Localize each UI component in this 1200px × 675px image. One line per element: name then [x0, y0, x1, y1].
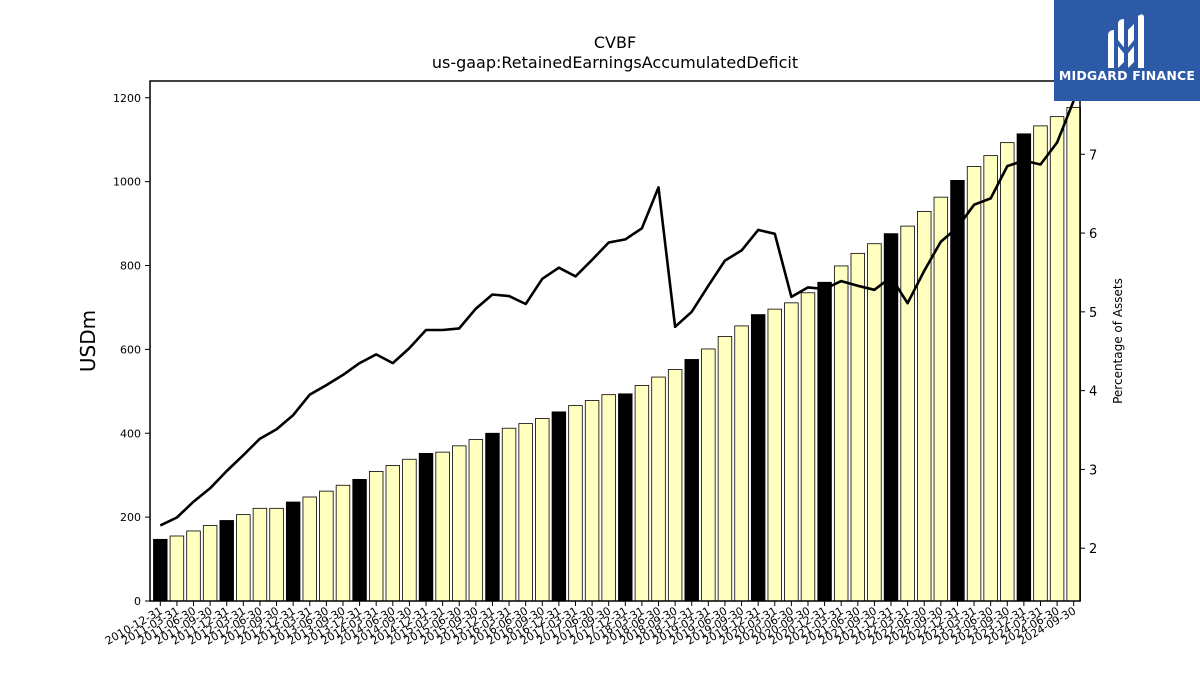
- bar-2016-12-31: [551, 411, 567, 602]
- bar-2018-09-30: [667, 369, 683, 602]
- percentage-of-assets-line: [159, 100, 1075, 527]
- bar-2022-09-30: [933, 196, 949, 602]
- y-tick-label: 0: [134, 595, 141, 608]
- plot-frame: [149, 80, 1081, 602]
- bar-2024-09-30: [1066, 107, 1081, 602]
- bar-2018-03-31: [634, 385, 650, 602]
- bar-2013-09-30: [335, 484, 351, 602]
- midgard-finance-logo: MIDGARD FINANCE: [1054, 0, 1200, 101]
- bar-2021-09-30: [867, 243, 882, 602]
- y-tick-label: 1200: [113, 92, 141, 105]
- bar-2017-03-31: [568, 405, 583, 602]
- line-layer: [159, 100, 1075, 527]
- bar-2024-06-30: [1049, 116, 1065, 602]
- y-tick-label: 200: [120, 511, 141, 524]
- bar-2014-09-30: [402, 458, 417, 602]
- y2-tick-label: 4: [1089, 385, 1097, 400]
- bar-2015-06-30: [452, 445, 467, 602]
- bars-layer: [153, 107, 1081, 602]
- bar-2019-09-30: [734, 325, 749, 602]
- logo-text: MIDGARD FINANCE: [1058, 68, 1196, 83]
- bar-2011-03-31: [169, 535, 185, 602]
- y2-tick-label: 5: [1089, 306, 1097, 321]
- bar-2023-06-30: [983, 155, 998, 602]
- bar-2016-06-30: [518, 423, 533, 602]
- bar-2018-12-31: [684, 359, 699, 602]
- bar-2013-12-31: [352, 478, 367, 602]
- bar-2020-03-31: [767, 308, 782, 602]
- bar-2014-06-30: [385, 465, 401, 602]
- bar-2015-12-31: [485, 432, 500, 602]
- bar-2012-06-30: [252, 507, 268, 602]
- bar-2015-03-31: [435, 451, 450, 602]
- bar-2019-03-31: [701, 348, 716, 602]
- y2-tick-label: 2: [1089, 542, 1097, 557]
- bar-2011-12-31: [219, 520, 234, 602]
- y-tick-label: 400: [120, 427, 141, 440]
- bar-2022-03-31: [900, 225, 915, 602]
- y2-axis-label: Percentage of Assets: [1111, 278, 1125, 404]
- bar-2014-03-31: [368, 471, 384, 602]
- bar-2023-03-31: [966, 166, 982, 602]
- y2-tick-label: 6: [1089, 227, 1097, 242]
- bar-2022-12-31: [950, 179, 965, 602]
- y-tick-label: 1000: [113, 176, 141, 189]
- chart-title: CVBF: [594, 33, 636, 52]
- axes-layer: 0200400600800100012002345672010-12-31201…: [103, 80, 1097, 648]
- bar-2021-06-30: [850, 252, 866, 602]
- bar-2012-12-31: [285, 501, 301, 602]
- bar-2015-09-30: [468, 439, 484, 602]
- bar-2014-12-31: [418, 452, 434, 602]
- bar-2017-12-31: [618, 393, 633, 602]
- bar-2017-09-30: [601, 394, 616, 602]
- bar-2013-03-31: [302, 496, 317, 602]
- bar-2020-09-30: [800, 292, 816, 602]
- bar-2016-03-31: [501, 427, 517, 602]
- y-tick-label: 600: [120, 343, 141, 356]
- bar-2020-12-31: [817, 281, 832, 602]
- bar-2021-12-31: [883, 233, 899, 602]
- bar-2020-06-30: [784, 302, 799, 602]
- bar-2011-09-30: [202, 525, 218, 602]
- bar-2017-06-30: [584, 400, 600, 602]
- bar-2016-09-30: [535, 418, 550, 602]
- y-axis-label: USDm: [76, 310, 100, 372]
- y2-tick-label: 7: [1089, 148, 1097, 163]
- bar-2019-06-30: [717, 335, 733, 602]
- bar-2021-03-31: [833, 265, 849, 602]
- chart-subtitle: us-gaap:RetainedEarningsAccumulatedDefic…: [432, 53, 798, 72]
- y-tick-label: 800: [120, 260, 141, 273]
- bar-2011-06-30: [186, 530, 201, 602]
- midgard-logo-icon: [1108, 14, 1144, 68]
- bar-2013-06-30: [319, 490, 334, 602]
- bar-2010-12-31: [153, 538, 168, 602]
- y2-tick-label: 3: [1089, 463, 1097, 478]
- bar-2018-06-30: [651, 376, 666, 602]
- bar-2023-12-31: [1016, 133, 1032, 602]
- bar-2012-09-30: [269, 507, 284, 602]
- bar-2024-03-31: [1033, 125, 1048, 602]
- bar-2023-09-30: [1000, 142, 1015, 602]
- bar-2019-12-31: [750, 314, 766, 602]
- bar-2012-03-31: [236, 514, 251, 602]
